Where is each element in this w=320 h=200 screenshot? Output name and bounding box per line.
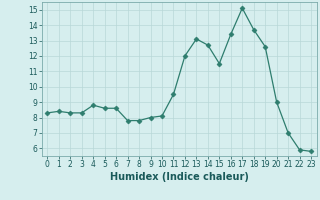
X-axis label: Humidex (Indice chaleur): Humidex (Indice chaleur) [110,172,249,182]
